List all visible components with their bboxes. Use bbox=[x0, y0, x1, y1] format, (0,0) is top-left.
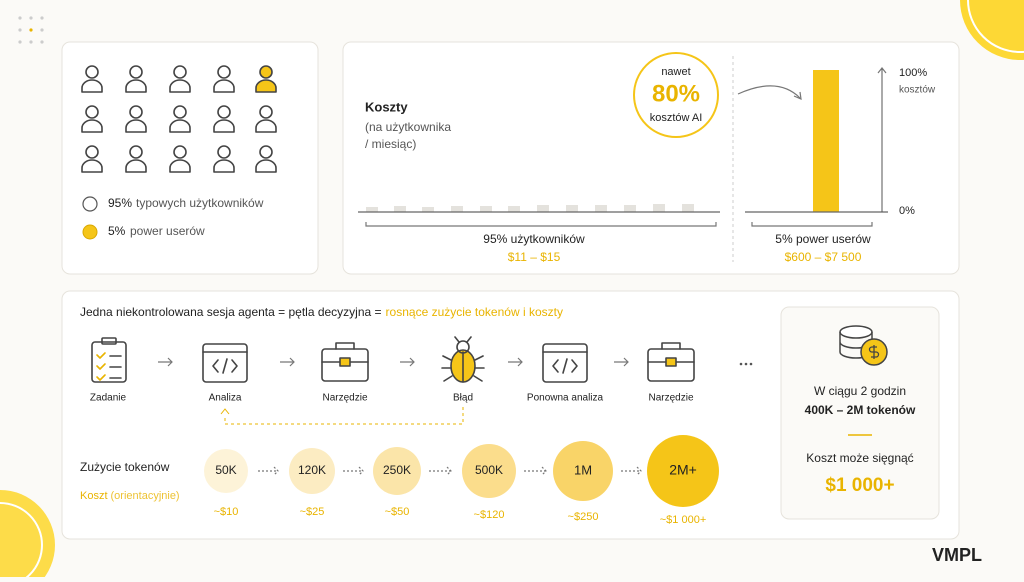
cost-label-note: (orientacyjnie) bbox=[111, 490, 180, 502]
small-bars bbox=[366, 204, 694, 212]
stage-tokens: 250K bbox=[383, 463, 411, 477]
step-label: Narzędzie bbox=[648, 393, 693, 404]
stage-tokens: 500K bbox=[475, 463, 503, 477]
step-label: Błąd bbox=[453, 393, 473, 404]
cost-subtitle: (na użytkownika bbox=[365, 120, 451, 134]
group-label: 95% użytkowników bbox=[483, 232, 585, 246]
callout-top: nawet bbox=[661, 66, 690, 78]
token-label: Zużycie tokenów bbox=[80, 460, 170, 474]
logo: VMPL bbox=[932, 545, 982, 565]
stage-cost: ~$25 bbox=[300, 506, 325, 518]
summary-line: W ciągu 2 godzin bbox=[814, 384, 906, 398]
legend-pct: 95% bbox=[108, 196, 132, 210]
summary-card bbox=[780, 306, 940, 520]
step-label: Analiza bbox=[209, 393, 242, 404]
group-range: $11 – $15 bbox=[508, 250, 561, 264]
summary-amount: $1 000+ bbox=[825, 475, 894, 496]
legend-swatch bbox=[82, 196, 98, 212]
axis-top-unit: kosztów bbox=[899, 85, 936, 96]
headline-text: Jedna niekontrolowana sesja agenta = pęt… bbox=[80, 305, 382, 319]
summary-line: Koszt może sięgnąć bbox=[806, 451, 913, 465]
stage-cost: ~$120 bbox=[474, 509, 505, 521]
cost-label: Koszt (orientacyjnie) bbox=[80, 490, 180, 502]
brace bbox=[365, 222, 717, 227]
headline-highlight: rosnące zużycie tokenów i koszty bbox=[386, 305, 563, 319]
step-label: Zadanie bbox=[90, 393, 127, 404]
axis-arrow bbox=[877, 67, 887, 74]
group-range: $600 – $7 500 bbox=[785, 250, 862, 264]
stage-arrows bbox=[258, 466, 642, 476]
cost-card bbox=[342, 41, 960, 275]
step-icons bbox=[91, 336, 695, 383]
stage-tokens: 120K bbox=[298, 463, 326, 477]
stage-tokens: 50K bbox=[215, 463, 236, 477]
stage-tokens: 1M bbox=[574, 462, 592, 477]
axis-bottom: 0% bbox=[899, 205, 915, 217]
session-card bbox=[61, 290, 960, 540]
stage-cost: ~$1 000+ bbox=[660, 514, 707, 526]
stages bbox=[204, 435, 719, 507]
coins-icon bbox=[839, 325, 888, 366]
callout-value: 80% bbox=[652, 80, 700, 107]
stage-cost: ~$50 bbox=[385, 506, 410, 518]
loop-arrow bbox=[224, 406, 464, 425]
group-label: 5% power userów bbox=[775, 232, 871, 246]
headline: Jedna niekontrolowana sesja agenta = pęt… bbox=[80, 305, 563, 319]
stage-cost: ~$250 bbox=[568, 511, 599, 523]
ellipsis bbox=[739, 362, 753, 366]
power-bar bbox=[813, 70, 839, 212]
callout-bottom: kosztów AI bbox=[650, 112, 703, 124]
legend-label: power userów bbox=[130, 224, 205, 238]
loop-arrowhead bbox=[220, 408, 230, 415]
users-card bbox=[61, 41, 319, 275]
callout-circle bbox=[633, 52, 719, 138]
callout-arrow bbox=[737, 85, 801, 99]
cost-title: Koszty bbox=[365, 99, 408, 114]
legend-swatch bbox=[82, 224, 98, 240]
summary-tokens: 400K – 2M tokenów bbox=[805, 403, 916, 417]
stage-cost: ~$10 bbox=[214, 506, 239, 518]
axis-top: 100% bbox=[899, 67, 927, 79]
callout-arrowhead bbox=[793, 91, 802, 100]
brace bbox=[751, 222, 873, 227]
legend-label: typowych użytkowników bbox=[136, 196, 264, 210]
step-label: Ponowna analiza bbox=[527, 393, 604, 404]
cost-subtitle: / miesiąc) bbox=[365, 137, 416, 151]
stage-tokens: 2M+ bbox=[669, 462, 697, 478]
step-arrows bbox=[158, 357, 629, 367]
cost-label-text: Koszt bbox=[80, 490, 108, 502]
legend-pct: 5% bbox=[108, 224, 126, 238]
step-label: Narzędzie bbox=[322, 393, 367, 404]
